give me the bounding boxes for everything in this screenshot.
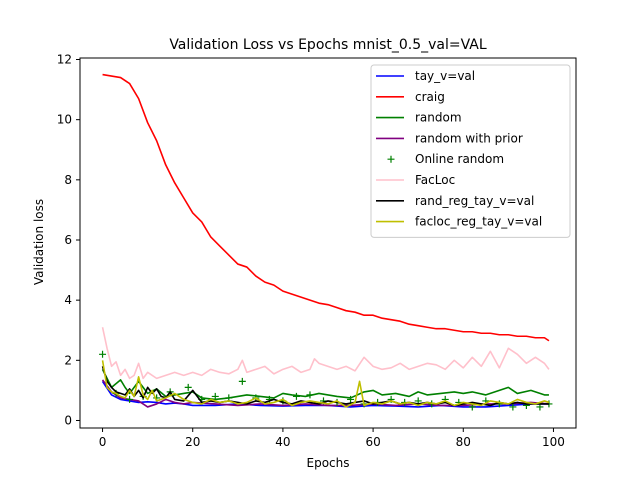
legend-marker [387,155,395,163]
legend-label: FacLoc [415,173,455,187]
x-tick-label: 40 [275,435,290,449]
x-tick-label: 80 [456,435,471,449]
data-point [347,395,355,403]
x-axis: 0 20 40 60 80 100 [99,428,565,449]
x-axis-label: Epochs [307,456,350,470]
y-tick-label: 8 [64,173,72,187]
x-tick-label: 0 [99,435,107,449]
data-point [99,350,107,358]
legend-label: Online random [415,152,504,166]
legend-label: tay_v=val [415,69,475,83]
data-point [306,391,314,399]
x-tick-label: 60 [365,435,380,449]
chart-title: Validation Loss vs Epochs mnist_0.5_val=… [169,37,487,53]
legend-label: facloc_reg_tay_v=val [415,215,542,229]
legend-box [370,64,571,238]
series-group [99,73,553,411]
y-axis-label: Validation loss [32,199,46,285]
y-axis: 0 2 4 6 8 10 12 [57,53,80,427]
data-point [292,392,300,400]
data-point [238,377,246,385]
legend-label: random with prior [415,131,523,145]
data-point [126,395,134,403]
series-line-facloc [101,327,550,380]
legend-label: rand_reg_tay_v=val [415,194,534,208]
series-line-rand-reg-tay-v-val [101,366,549,407]
y-tick-label: 0 [64,413,72,427]
y-tick-label: 4 [64,293,72,307]
x-tick-label: 100 [542,435,565,449]
y-tick-label: 10 [57,113,72,127]
legend-label: craig [415,90,445,104]
plot-frame [79,57,577,429]
y-tick-label: 6 [64,233,72,247]
plot-area [79,57,577,429]
series-line-craig [102,73,550,342]
y-tick-label: 12 [57,53,72,67]
data-point [184,383,192,391]
data-point [211,392,219,400]
series-line-facloc-reg-tay-v-val [101,360,550,408]
y-tick-label: 2 [64,353,72,367]
x-tick-label: 20 [185,435,200,449]
legend-label: random [415,111,462,125]
data-point [509,403,517,411]
